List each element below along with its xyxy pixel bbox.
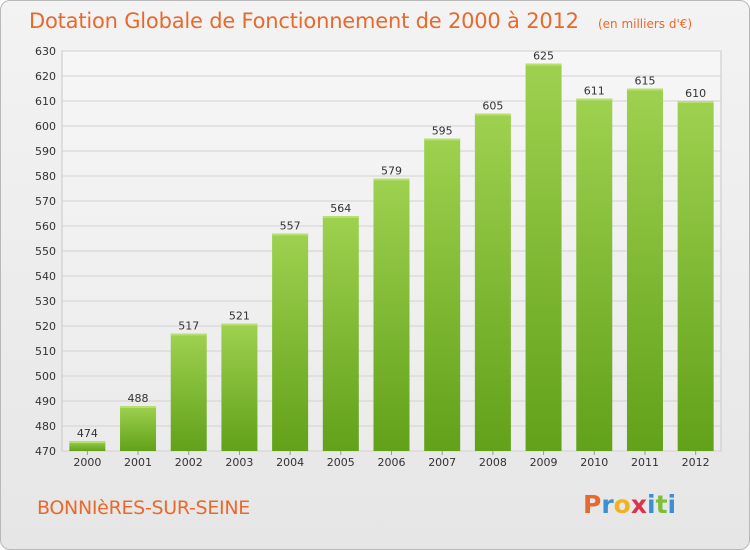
logo-letter: x [630,490,647,519]
data-label-2007: 595 [432,125,453,138]
x-tick-label: 2005 [327,456,355,469]
x-tick-label: 2004 [276,456,304,469]
bar-2008 [474,113,511,451]
bar-top-highlight [322,216,359,218]
x-tick-label: 2011 [631,456,659,469]
bar-top-highlight [677,101,714,103]
y-tick-label: 550 [35,245,56,258]
y-tick-label: 480 [35,420,56,433]
logo-letter: t [655,490,668,519]
y-tick-label: 530 [35,295,56,308]
x-tick-label: 2006 [378,456,406,469]
x-tick-label: 2007 [428,456,456,469]
x-tick-label: 2009 [530,456,558,469]
bar-top-highlight [120,406,157,408]
data-labels: 474 488 517 521 557 564 579 595 605 625 611 615 610 [77,50,706,441]
x-axis-ticks: 2000 2001 2002 2003 2004 2005 2006 2007 2008 2009… [73,451,710,469]
x-tick-label: 2003 [225,456,253,469]
bar-top-highlight [576,98,613,101]
data-label-2000: 474 [77,427,98,440]
y-tick-label: 510 [35,345,56,358]
data-label-2008: 605 [482,100,503,113]
y-tick-label: 610 [35,95,56,108]
x-tick-label: 2000 [73,456,101,469]
x-tick-label: 2010 [580,456,608,469]
y-axis-ticks: 470 480 490 500 510 520 530 540 550 560 570 580 590 6… [35,45,56,458]
data-label-2004: 557 [280,220,301,233]
y-tick-label: 560 [35,220,56,233]
y-tick-label: 600 [35,120,56,133]
proxiti-logo: Proxiti [583,490,676,519]
data-label-2012: 610 [685,87,706,100]
y-tick-label: 540 [35,270,56,283]
bar-2003 [221,323,258,451]
bar-2001 [120,406,157,451]
bar-2009 [525,63,562,451]
y-tick-label: 520 [35,320,56,333]
bars [69,63,714,451]
chart-subtitle: (en milliers d'€) [597,17,693,31]
logo-letter: i [647,490,656,519]
x-tick-label: 2008 [479,456,507,469]
data-label-2005: 564 [330,202,351,215]
bar-2002 [170,333,207,451]
data-label-2011: 615 [634,75,655,88]
bar-top-highlight [373,178,410,181]
y-tick-label: 620 [35,70,56,83]
bar-top-highlight [474,113,511,116]
bar-2005 [322,216,359,451]
bar-2012 [677,101,714,451]
data-label-2009: 625 [533,50,554,63]
y-tick-label: 580 [35,170,56,183]
logo-letter: r [601,490,614,519]
data-label-2010: 611 [584,85,605,98]
bar-top-highlight [170,333,207,336]
bar-2011 [626,88,663,451]
data-label-2003: 521 [229,310,250,323]
y-tick-label: 470 [35,445,56,458]
bar-2004 [272,233,309,451]
data-label-2001: 488 [128,392,149,405]
logo-letter: i [667,490,677,519]
title-row: Dotation Globale de Fonctionnement de 20… [29,9,692,33]
bar-2006 [373,178,410,451]
data-label-2002: 517 [178,320,199,333]
bar-2007 [424,138,461,451]
data-label-2006: 579 [381,165,402,178]
bar-top-highlight [69,441,106,443]
y-tick-label: 630 [35,45,56,58]
bar-top-highlight [221,323,258,326]
y-tick-label: 500 [35,370,56,383]
x-tick-label: 2002 [175,456,203,469]
bar-top-highlight [626,88,663,91]
bar-top-highlight [272,233,309,236]
logo-letter: o [613,490,631,519]
chart-title: Dotation Globale de Fonctionnement de 20… [29,9,579,33]
bar-2000 [69,441,106,451]
y-tick-label: 490 [35,395,56,408]
bar-top-highlight [525,63,562,66]
bar-2010 [576,98,613,451]
logo-letter: P [583,490,602,519]
x-tick-label: 2012 [682,456,710,469]
y-tick-label: 590 [35,145,56,158]
x-tick-label: 2001 [124,456,152,469]
commune-name: BONNIèRES-SUR-SEINE [37,497,250,519]
y-tick-label: 570 [35,195,56,208]
bar-top-highlight [424,138,461,141]
